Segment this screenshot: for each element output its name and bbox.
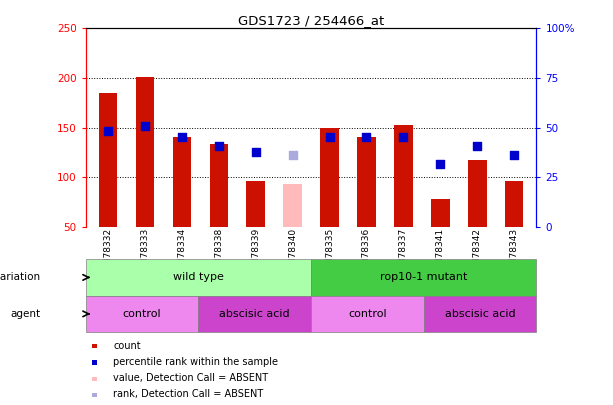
Bar — [321, 128, 339, 227]
Bar — [424, 296, 536, 332]
Text: count: count — [113, 341, 141, 351]
Point — [103, 127, 113, 134]
Bar — [311, 296, 424, 332]
Point — [473, 143, 482, 150]
Bar — [246, 181, 265, 227]
Text: rop10-1 mutant: rop10-1 mutant — [380, 273, 468, 282]
Bar — [431, 199, 449, 227]
Text: wild type: wild type — [173, 273, 224, 282]
Point — [251, 149, 261, 156]
Point — [325, 134, 335, 141]
Point — [509, 152, 519, 159]
Text: rank, Detection Call = ABSENT: rank, Detection Call = ABSENT — [113, 390, 264, 399]
Bar — [135, 77, 154, 227]
Bar — [99, 93, 117, 227]
Point — [362, 134, 371, 141]
Point — [214, 143, 224, 150]
Text: abscisic acid: abscisic acid — [219, 309, 290, 319]
Bar — [210, 145, 228, 227]
Text: control: control — [348, 309, 387, 319]
Point — [435, 161, 445, 168]
Title: GDS1723 / 254466_at: GDS1723 / 254466_at — [238, 14, 384, 27]
Point — [287, 152, 297, 159]
Bar — [173, 138, 191, 227]
Bar — [468, 160, 487, 227]
Bar — [357, 136, 376, 227]
Bar — [283, 184, 302, 227]
Text: value, Detection Call = ABSENT: value, Detection Call = ABSENT — [113, 373, 268, 383]
Text: agent: agent — [10, 309, 41, 319]
Bar — [86, 259, 311, 296]
Bar — [86, 296, 199, 332]
Point — [177, 134, 187, 141]
Bar — [505, 181, 524, 227]
Text: control: control — [123, 309, 161, 319]
Bar — [394, 125, 413, 227]
Text: abscisic acid: abscisic acid — [445, 309, 516, 319]
Text: percentile rank within the sample: percentile rank within the sample — [113, 357, 278, 367]
Bar — [199, 296, 311, 332]
Point — [140, 122, 150, 129]
Text: genotype/variation: genotype/variation — [0, 273, 41, 282]
Bar — [311, 259, 536, 296]
Point — [398, 134, 408, 141]
